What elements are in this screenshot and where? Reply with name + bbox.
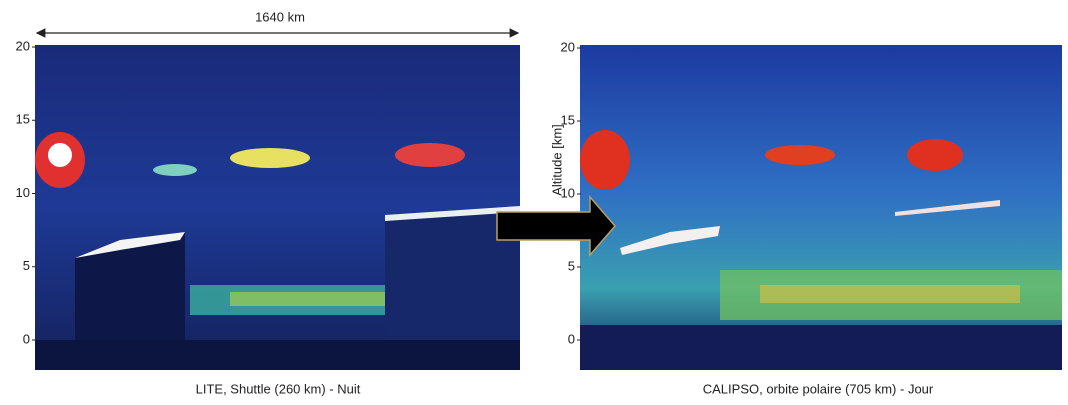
y-tick-label: 5 (568, 258, 575, 273)
y-tick-label: 0 (23, 331, 30, 346)
y-tick-label: 0 (568, 331, 575, 346)
y-tick-label: 15 (561, 112, 575, 127)
y-tick-label: 15 (16, 112, 30, 127)
y-tick-label: 20 (16, 38, 30, 53)
y-axis-label: Altitude [km] (549, 124, 564, 196)
y-tick-label: 20 (561, 39, 575, 54)
y-tick-label: 10 (561, 185, 575, 200)
lidar-image-right (580, 45, 1062, 370)
y-tick-label: 5 (23, 258, 30, 273)
y-tick-label: 10 (16, 185, 30, 200)
caption: CALIPSO, orbite polaire (705 km) - Jour (703, 381, 934, 396)
transition-arrow (496, 194, 616, 258)
lidar-image-left (35, 45, 520, 370)
scale-label: 1640 km (255, 9, 305, 24)
caption: LITE, Shuttle (260 km) - Nuit (196, 381, 361, 396)
